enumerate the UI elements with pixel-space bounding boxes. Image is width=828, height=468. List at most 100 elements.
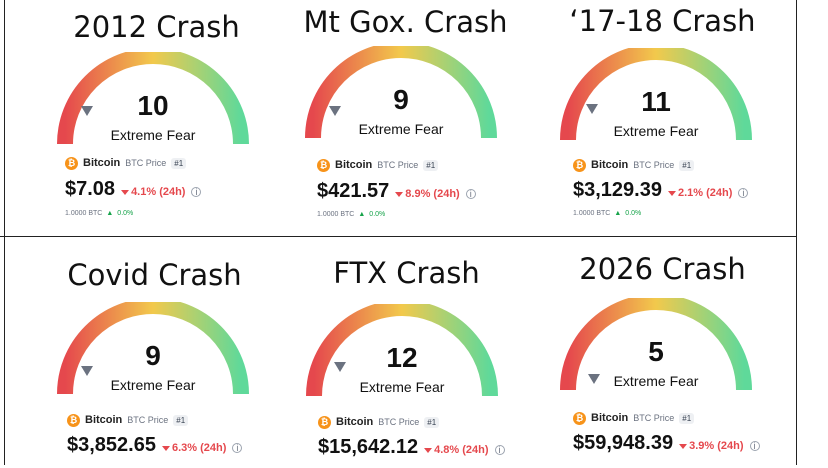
change-text: 4.8% (24h) [434, 444, 489, 456]
fear-greed-gauge: 9 Extreme Fear [303, 46, 499, 156]
up-triangle-icon: ▲ [106, 210, 114, 217]
amount-delta: 0.0% [625, 210, 642, 217]
panel-title: Covid Crash [67, 258, 242, 292]
gauge-pointer-icon [81, 106, 93, 116]
info-icon[interactable]: i [749, 441, 760, 451]
coin-subtitle: BTC Price [377, 160, 419, 170]
fear-score: 9 [393, 84, 409, 115]
bitcoin-icon: ₿ [573, 411, 586, 425]
btc-amount: 1.0000 BTC [317, 211, 355, 218]
coin-name[interactable]: Bitcoin [591, 159, 629, 171]
panel-2026-crash: 2026 Crash 5 Extreme Fear ₿ Bitcoin BTC … [530, 238, 795, 468]
price-value: $3,129.39 [573, 179, 662, 201]
gauge-pointer-icon [334, 362, 346, 372]
btc-amount: 1.0000 BTC [65, 210, 103, 217]
price-change: 2.1% (24h) [667, 187, 733, 199]
price-value: $15,642.12 [318, 436, 419, 458]
rank-badge: #1 [679, 412, 695, 424]
rank-badge: #1 [679, 159, 695, 171]
fear-greed-gauge: 9 Extreme Fear [55, 302, 251, 412]
fear-score: 11 [641, 86, 671, 117]
left-border [4, 0, 5, 465]
change-text: 8.9% (24h) [405, 188, 460, 200]
gauge-pointer-icon [586, 104, 598, 114]
bitcoin-icon: ₿ [573, 158, 586, 172]
row-divider [0, 236, 797, 237]
fear-score: 9 [145, 340, 161, 371]
gauge-pointer-icon [329, 106, 341, 116]
coin-subtitle: BTC Price [125, 158, 167, 168]
info-icon[interactable]: i [494, 445, 505, 455]
coin-name[interactable]: Bitcoin [336, 416, 374, 428]
amount-delta: 0.0% [369, 211, 386, 218]
rank-badge: #1 [423, 159, 439, 171]
up-triangle-icon: ▲ [358, 211, 366, 218]
panel-title: ‘17-18 Crash [569, 4, 756, 38]
info-icon[interactable]: i [738, 188, 749, 198]
coin-row: ₿ Bitcoin BTC Price #1 [573, 410, 695, 426]
rank-badge: #1 [424, 416, 440, 428]
price-value: $59,948.39 [573, 432, 674, 454]
panel-title: 2026 Crash [579, 252, 746, 286]
down-triangle-icon [424, 447, 433, 453]
down-triangle-icon [121, 189, 130, 195]
change-text: 2.1% (24h) [677, 187, 733, 199]
conversion-row: 1.0000 BTC ▲ 0.0% [573, 210, 641, 217]
down-triangle-icon [679, 443, 688, 449]
coin-subtitle: BTC Price [633, 413, 675, 423]
gauge-pointer-icon [81, 366, 93, 376]
coin-subtitle: BTC Price [127, 415, 169, 425]
fear-score: 5 [648, 336, 664, 367]
gauge-arc [560, 298, 752, 391]
gauge-arc [305, 46, 497, 139]
panel-title: Mt Gox. Crash [303, 5, 508, 39]
price-change: 4.8% (24h) [424, 444, 489, 456]
gauge-arc [306, 304, 498, 397]
conversion-row: 1.0000 BTC ▲ 0.0% [65, 210, 133, 217]
gauge-arc [560, 48, 752, 141]
coin-subtitle: BTC Price [633, 160, 675, 170]
coin-name[interactable]: Bitcoin [85, 414, 123, 426]
info-icon[interactable]: i [465, 189, 476, 199]
coin-row: ₿ Bitcoin BTC Price #1 [317, 157, 439, 173]
btc-amount: 1.0000 BTC [573, 210, 611, 217]
price-change: 4.1% (24h) [121, 186, 185, 198]
down-triangle-icon [395, 191, 404, 197]
change-text: 3.9% (24h) [689, 440, 744, 452]
right-border [796, 0, 797, 465]
fear-score: 10 [137, 90, 169, 121]
panel-17-18-crash: ‘17-18 Crash 11 Extreme Fear ₿ Bitcoin B… [530, 0, 795, 230]
info-icon[interactable]: i [232, 443, 243, 453]
rank-badge: #1 [171, 157, 187, 169]
info-icon[interactable]: i [191, 187, 202, 197]
price-change: 6.3% (24h) [161, 442, 227, 454]
panel-mt-gox-crash: Mt Gox. Crash 9 Extreme Fear ₿ Bitcoin B… [273, 0, 538, 230]
price-value: $421.57 [317, 180, 390, 202]
rank-badge: #1 [173, 414, 189, 426]
panel-title: 2012 Crash [73, 10, 240, 44]
gauge-pointer-icon [588, 374, 600, 384]
panel-covid-crash: Covid Crash 9 Extreme Fear ₿ Bitcoin BTC… [22, 238, 287, 468]
bitcoin-icon: ₿ [67, 413, 80, 427]
fear-greed-gauge: 5 Extreme Fear [558, 298, 754, 408]
change-text: 6.3% (24h) [171, 442, 227, 454]
panel-2012-crash: 2012 Crash 10 Extreme Fear ₿ Bitcoin BTC… [24, 0, 289, 230]
coin-name[interactable]: Bitcoin [335, 159, 373, 171]
coin-row: ₿ Bitcoin BTC Price #1 [67, 412, 189, 428]
gauge-arc [57, 52, 249, 145]
fear-greed-gauge: 11 Extreme Fear [558, 48, 754, 158]
price-value: $3,852.65 [67, 434, 156, 456]
price-row: $3,852.65 6.3% (24h) i [67, 434, 243, 457]
bitcoin-icon: ₿ [318, 415, 331, 429]
coin-name[interactable]: Bitcoin [83, 157, 121, 169]
price-row: $59,948.39 3.9% (24h) i [573, 432, 760, 455]
conversion-row: 1.0000 BTC ▲ 0.0% [317, 211, 385, 218]
fear-greed-gauge: 12 Extreme Fear [304, 304, 500, 414]
coin-row: ₿ Bitcoin BTC Price #1 [318, 414, 440, 430]
price-row: $421.57 8.9% (24h) i [317, 180, 476, 203]
coin-subtitle: BTC Price [378, 417, 420, 427]
coin-name[interactable]: Bitcoin [591, 412, 629, 424]
fear-greed-gauge: 10 Extreme Fear [55, 52, 251, 162]
up-triangle-icon: ▲ [614, 210, 622, 217]
sentiment-label: Extreme Fear [359, 379, 445, 395]
